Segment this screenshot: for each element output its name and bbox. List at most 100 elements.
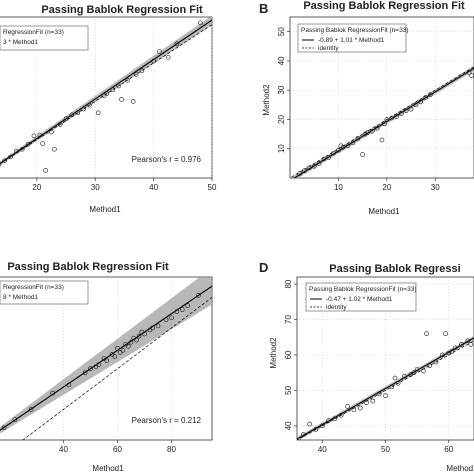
data-point [126,343,131,349]
data-point [50,390,56,396]
data-point [394,114,399,119]
data-point [336,147,341,153]
data-point [301,432,306,437]
x-tick-label: 30 [91,183,100,192]
data-point [150,325,155,331]
legend-box [297,23,407,53]
x-tick-label: 80 [167,445,176,454]
data-point [49,129,54,135]
x-tick-label: 50 [208,183,217,192]
x-tick-label: 20 [382,183,391,192]
data-point [383,393,388,399]
data-point [440,352,445,358]
data-point [443,331,448,336]
data-point [459,342,464,347]
data-point [382,121,387,127]
data-point [399,111,404,116]
data-point [169,315,174,321]
data-point [96,362,101,367]
data-point [155,323,161,329]
data-point [316,161,322,166]
data-point [428,92,433,97]
data-point [115,346,120,351]
x-axis-label: Method1 [92,464,124,473]
legend-title: Passing Bablok RegressionFit (n=33) [301,27,409,34]
identity-line [22,296,212,440]
data-point [134,337,139,343]
data-point [81,106,86,112]
identity-line [290,66,474,178]
data-point [297,171,302,176]
x-axis-label: Method1 [89,205,121,214]
data-point [374,125,380,131]
data-point [75,110,81,116]
data-point [19,146,25,152]
data-point [379,137,385,143]
data-point [364,400,369,406]
data-point [66,382,72,388]
data-point [452,345,458,351]
data-point [120,348,126,353]
data-point [128,339,134,345]
data-point [133,72,139,77]
legend-box [305,282,417,312]
legend-title: Passing Bablok RegressionFit (n=33) [309,286,417,293]
data-point [326,418,331,423]
data-point [427,363,433,368]
data-point [313,427,319,432]
data-point [360,152,365,157]
panel-d: D Passing Bablok Regressi 40 50 60 40 50 60 70… [259,260,474,473]
pearson-annotation: Pearson's r = 0.976 [132,155,202,164]
data-point [163,317,169,323]
y-tick-label: 10 [277,144,286,153]
data-point [196,293,201,298]
data-point [345,143,351,149]
data-point [2,158,8,164]
panel-marks: 40 60 80 [0,276,213,454]
regression-line [0,285,212,431]
data-point [402,373,407,379]
y-axis-label: Method2 [262,84,271,116]
legend: Passing Bablok RegressionFit (n=33) -0.4… [305,282,417,312]
clip-group [0,17,212,166]
data-point [31,133,37,139]
data-point [57,122,63,127]
data-point [370,128,375,134]
data-point [180,307,185,312]
data-point [14,148,19,154]
data-point [87,102,92,108]
data-point [332,416,338,422]
x-axis-label: Method1 [446,464,474,473]
clip-group [0,277,212,440]
data-point [82,370,88,376]
data-point [466,70,472,75]
data-point [350,140,356,146]
data-point [198,20,203,26]
data-point [139,68,145,73]
data-point [174,41,180,47]
data-point [165,54,171,60]
panel-label: B [259,1,268,16]
data-point [319,423,325,429]
data-point [307,421,312,427]
y-tick-label: 50 [284,385,293,394]
x-tick-label: 40 [318,445,327,454]
data-point [40,141,46,146]
data-point [411,370,417,375]
data-point [389,384,395,390]
data-point [28,407,34,412]
panel-title: Passing Bablok Regression Fit [7,261,169,273]
data-point [110,87,116,93]
y-tick-label: 20 [277,114,286,123]
data-point [157,49,162,54]
y-tick-label: 40 [284,421,293,430]
data-point [408,106,414,112]
data-point [331,150,336,156]
data-point [365,130,370,135]
data-point [104,91,110,96]
panel-title: Passing Bablok Regression Fit [41,4,203,16]
y-tick-label: 80 [284,279,293,288]
panel-c: Passing Bablok Regression Fit 40 60 80 Reg… [0,261,213,473]
data-point [423,95,428,100]
data-point [345,404,350,409]
